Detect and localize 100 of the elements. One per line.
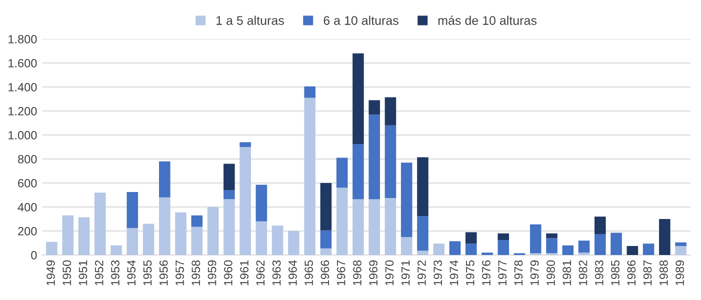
bar: [142, 224, 154, 255]
bar: [384, 198, 396, 255]
x-tick-label: 1982: [578, 260, 588, 286]
x-tick-label: 1965: [304, 260, 313, 286]
bar: [546, 233, 558, 238]
bar: [110, 245, 122, 255]
y-tick-label: 1.200: [8, 107, 37, 116]
bar: [675, 242, 686, 246]
x-tick-label: 1969: [369, 260, 378, 286]
x-tick-label: 1954: [127, 260, 136, 286]
bar: [400, 162, 412, 237]
bar: [256, 221, 268, 255]
bar: [336, 188, 348, 255]
bar: [94, 192, 106, 255]
y-tick-label: 1.800: [8, 35, 37, 44]
legend-label: más de 10 alturas: [438, 16, 537, 25]
bar: [578, 240, 590, 253]
x-tick-label: 1966: [320, 260, 330, 286]
bar: [175, 212, 186, 255]
x-tick-label: 1979: [530, 260, 539, 286]
bar: [256, 184, 268, 222]
bar: [417, 250, 428, 255]
bar: [400, 237, 412, 255]
bar: [368, 114, 380, 200]
bar: [336, 158, 348, 188]
bar: [659, 219, 670, 255]
legend-label: 1 a 5 alturas: [216, 16, 284, 25]
bar: [224, 190, 235, 200]
y-tick-label: 1.400: [8, 83, 37, 92]
x-tick-label: 1980: [546, 260, 555, 286]
x-tick-label: 1987: [643, 260, 652, 286]
bar: [465, 244, 477, 255]
x-tick-label: 1951: [78, 260, 88, 286]
bar: [46, 242, 58, 255]
bar: [433, 244, 445, 255]
bar: [465, 232, 477, 244]
bar: [304, 98, 316, 255]
x-tick-label: 1950: [62, 260, 72, 286]
x-tick-label: 1976: [482, 260, 490, 286]
y-tick-label: 1.600: [8, 59, 37, 68]
x-tick-label: 1949: [46, 260, 55, 286]
bar: [594, 234, 606, 255]
bar: [240, 147, 251, 255]
x-tick-label: 1956: [159, 260, 168, 286]
x-tick-label: 1975: [466, 260, 474, 286]
bar: [320, 248, 332, 255]
bar: [288, 231, 300, 255]
bar: [126, 228, 138, 255]
x-tick-label: 1983: [594, 260, 604, 286]
x-tick-label: 1952: [94, 260, 104, 286]
bar: [498, 233, 510, 240]
bar: [610, 232, 622, 255]
x-tick-label: 1978: [514, 260, 523, 286]
x-tick-label: 1972: [418, 260, 426, 286]
x-tick-label: 1964: [288, 260, 297, 286]
bar: [159, 161, 170, 198]
bar: [384, 125, 396, 198]
bar: [594, 216, 606, 234]
x-tick-label: 1960: [224, 260, 232, 286]
bar: [224, 164, 235, 190]
x-tick-label: 1953: [111, 260, 120, 286]
y-tick-label: 600: [18, 179, 37, 188]
bar: [191, 226, 203, 255]
x-tick-label: 1989: [676, 260, 684, 286]
x-tick-label: 1973: [434, 260, 442, 286]
x-tick-label: 1963: [272, 260, 281, 286]
x-tick-label: 1985: [611, 260, 620, 286]
x-tick-label: 1977: [498, 260, 507, 286]
bar: [562, 245, 574, 255]
x-tick-label: 1970: [385, 260, 394, 286]
bar: [320, 183, 332, 230]
bar: [642, 244, 654, 255]
bar: [352, 144, 364, 200]
bar: [62, 215, 74, 255]
bar: [352, 199, 364, 255]
x-tick-label: 1961: [240, 260, 248, 286]
bar: [626, 246, 638, 255]
bar: [417, 216, 428, 251]
x-tick-label: 1988: [659, 260, 668, 286]
bar: [546, 238, 558, 254]
bar: [417, 157, 428, 216]
x-tick-label: 1968: [353, 260, 362, 286]
bar: [78, 217, 90, 255]
y-tick-label: 200: [18, 227, 37, 236]
y-tick-label: 800: [18, 155, 37, 164]
bar: [240, 142, 251, 147]
x-tick-label: 1957: [176, 260, 184, 286]
bar: [191, 215, 203, 227]
x-tick-label: 1986: [627, 260, 636, 286]
bar: [126, 192, 138, 228]
bar: [224, 199, 235, 255]
bar: [207, 207, 219, 255]
bar: [304, 86, 316, 98]
bar: [675, 246, 686, 255]
x-tick-label: 1958: [192, 260, 200, 286]
x-tick-label: 1955: [143, 260, 152, 286]
bar: [498, 240, 510, 255]
bar: [368, 199, 380, 255]
x-tick-label: 1959: [208, 260, 216, 286]
x-tick-label: 1981: [562, 260, 572, 286]
